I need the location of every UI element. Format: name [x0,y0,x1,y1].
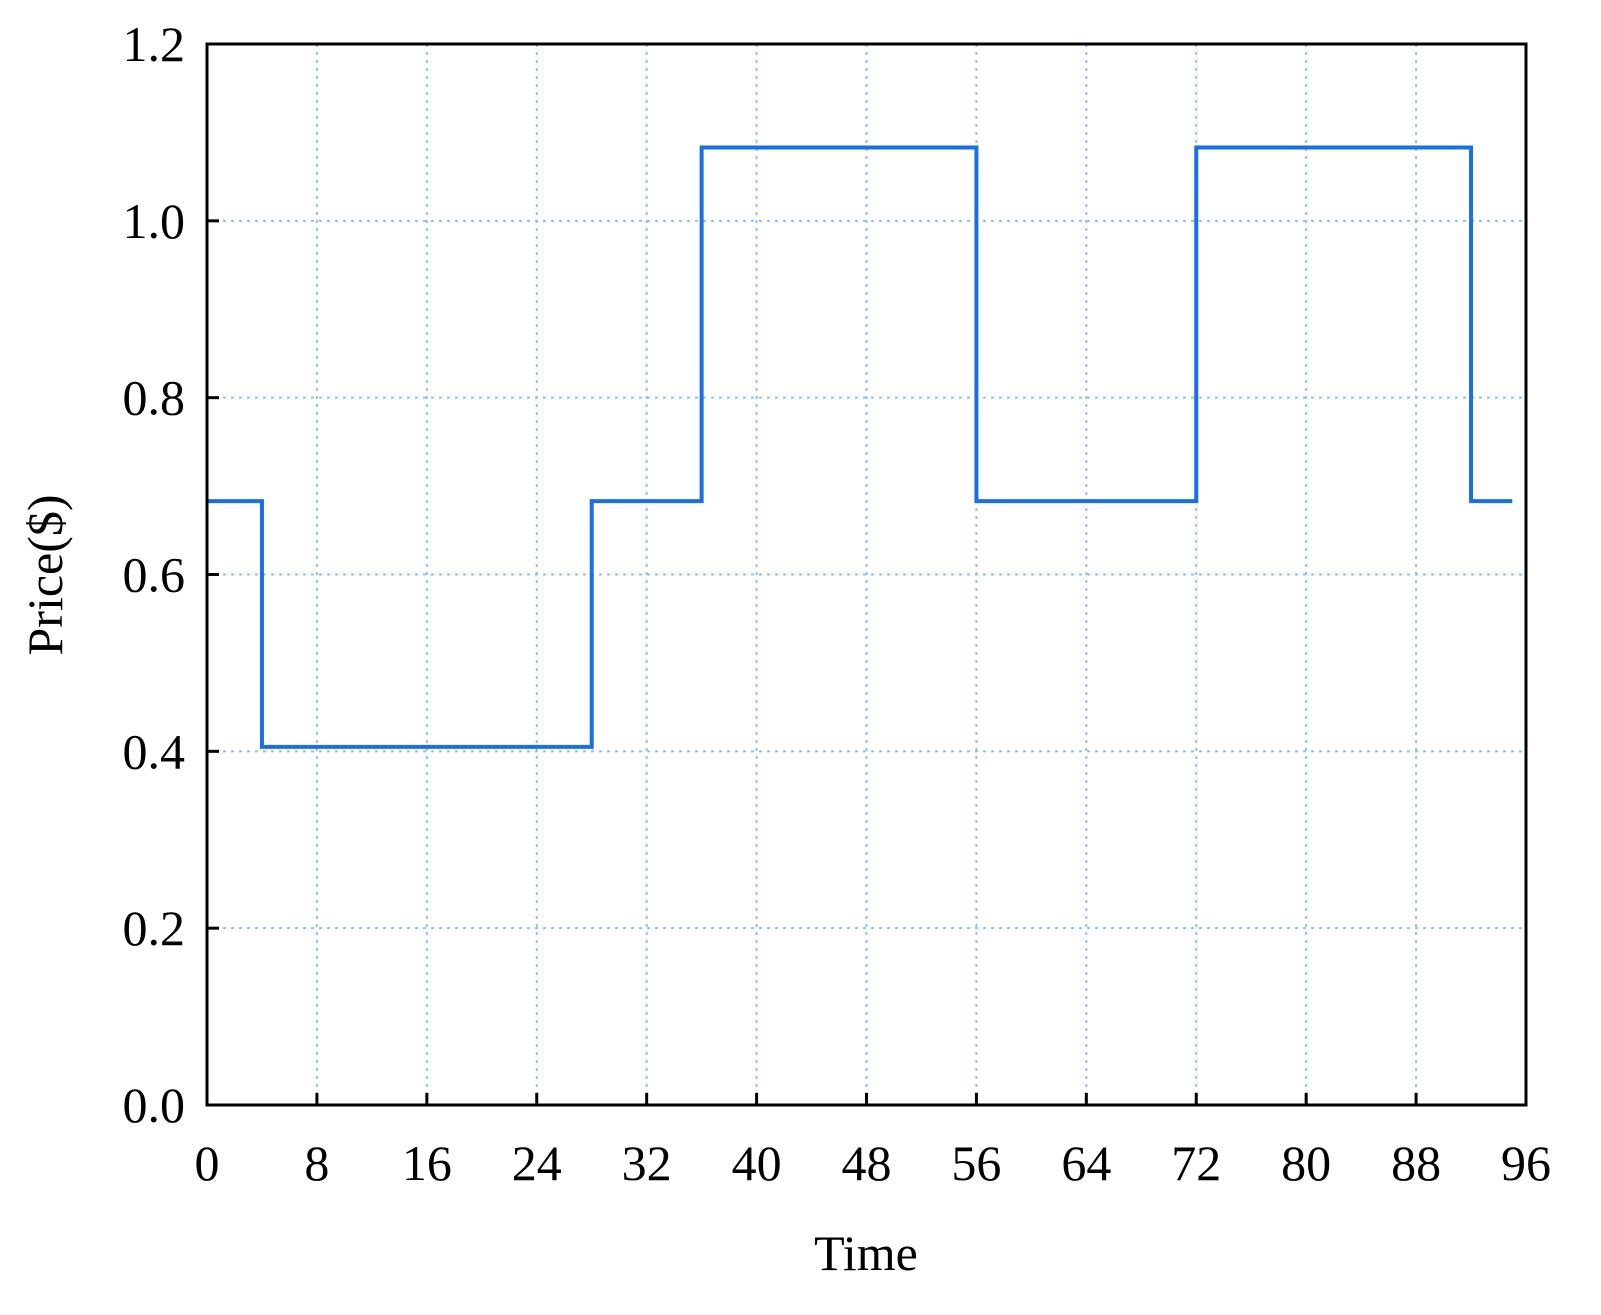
x-tick-label: 56 [951,1135,1001,1191]
x-tick-label: 88 [1391,1135,1441,1191]
x-tick-label: 80 [1281,1135,1331,1191]
x-tick-label: 8 [304,1135,329,1191]
y-axis-label: Price($) [17,494,73,655]
x-tick-label: 40 [732,1135,782,1191]
x-tick-label: 48 [842,1135,892,1191]
y-tick-label: 0.2 [123,900,186,956]
plot-frame [205,42,1528,1107]
x-tick-label: 32 [622,1135,672,1191]
y-tick-label: 1.0 [123,193,186,249]
x-tick-label: 64 [1061,1135,1111,1191]
x-tick-label: 72 [1171,1135,1221,1191]
x-tick-label: 96 [1501,1135,1551,1191]
y-tick-label: 0.4 [123,723,186,779]
x-tick-label: 16 [402,1135,452,1191]
x-tick-label: 0 [195,1135,220,1191]
y-tick-label: 1.2 [123,16,186,72]
x-tick-label: 24 [512,1135,562,1191]
y-tick-label: 0.8 [123,370,186,426]
y-tick-label: 0.6 [123,547,186,603]
price-line [207,145,1513,749]
y-tick-label: 0.0 [123,1077,186,1133]
x-axis-label: Time [814,1225,918,1281]
